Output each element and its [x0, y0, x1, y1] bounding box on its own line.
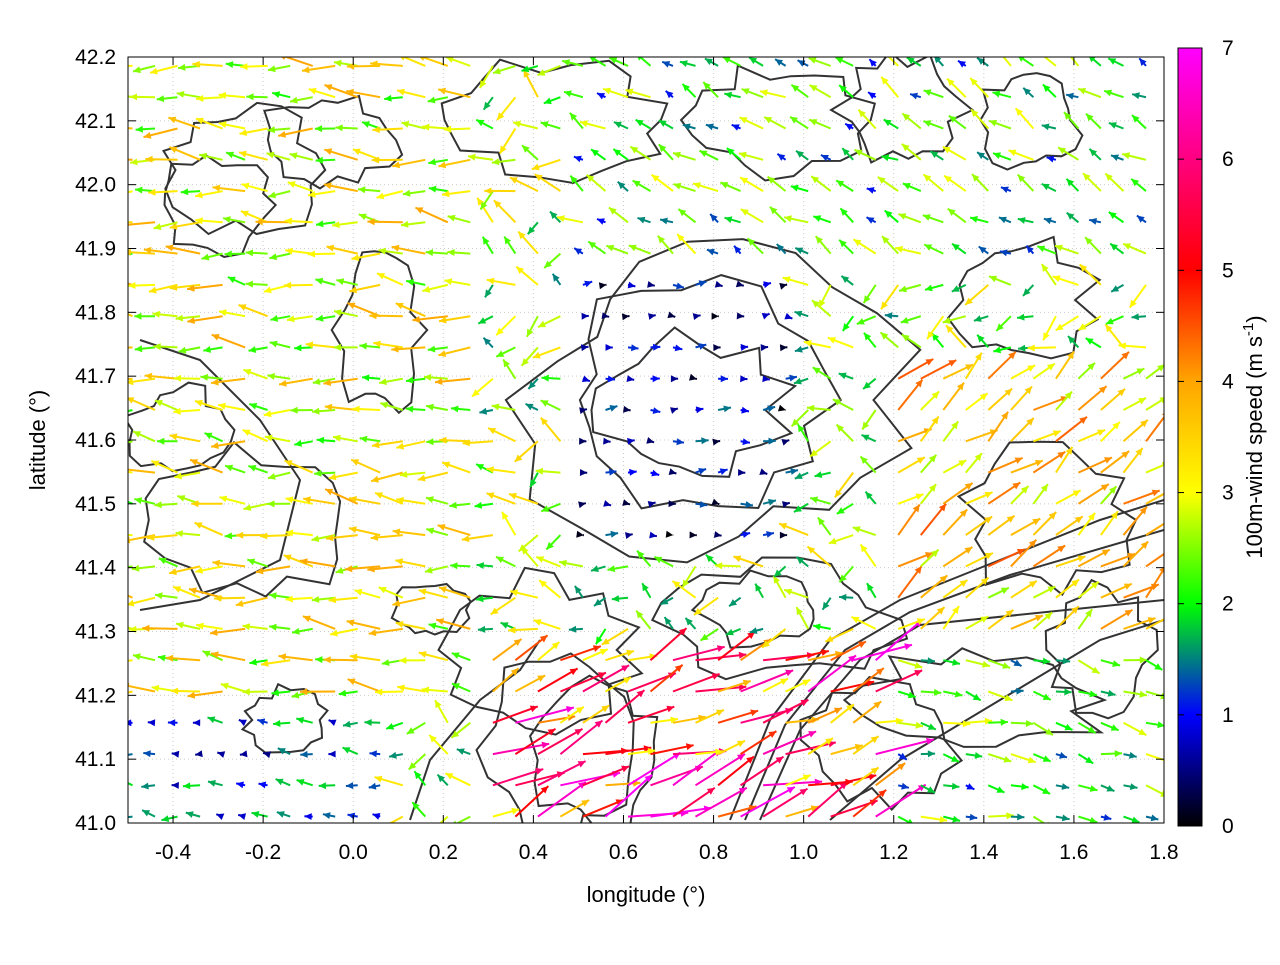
- colorbar: [1178, 48, 1202, 826]
- colorbar-tick-label: 2: [1222, 593, 1234, 616]
- colorbar-label-text: 100m-wind speed (m s: [1242, 336, 1267, 559]
- y-tick-label: 41.9: [75, 238, 116, 261]
- x-tick-label: -0.2: [245, 841, 281, 864]
- y-tick-label: 41.4: [75, 557, 116, 580]
- colorbar-tick-label: 6: [1222, 148, 1234, 171]
- y-tick-label: 41.1: [75, 748, 116, 771]
- x-tick-label: 1.4: [969, 841, 999, 864]
- y-tick-label: 41.3: [75, 621, 116, 644]
- wind-vector: [97, 155, 132, 162]
- x-tick-label: 0.2: [429, 841, 458, 864]
- colorbar-tick-label: 3: [1222, 482, 1234, 505]
- x-tick-label: 0.8: [699, 841, 728, 864]
- y-tick-label: 41.0: [75, 812, 116, 835]
- x-tick-label: 0.0: [339, 841, 368, 864]
- x-tick-label: 1.6: [1059, 841, 1088, 864]
- colorbar-tick-label: 5: [1222, 259, 1234, 282]
- x-tick-label: 1.8: [1149, 841, 1178, 864]
- y-tick-label: 42.2: [75, 46, 116, 69]
- colorbar-label-exponent: -1: [1240, 323, 1257, 336]
- y-tick-label: 41.5: [75, 493, 116, 516]
- x-tick-label: 1.0: [789, 841, 818, 864]
- y-tick-label: 41.8: [75, 301, 116, 324]
- colorbar-tick-label: 4: [1222, 370, 1234, 393]
- x-axis-label: longitude (°): [587, 882, 706, 907]
- y-axis-label: latitude (°): [25, 390, 50, 491]
- colorbar-tick-label: 1: [1222, 704, 1234, 727]
- colorbar-tick-label: 0: [1222, 815, 1234, 838]
- x-tick-label: 1.2: [879, 841, 908, 864]
- y-tick-label: 41.7: [75, 365, 116, 388]
- colorbar-tick-label: 7: [1222, 37, 1234, 60]
- y-tick-label: 41.6: [75, 429, 116, 452]
- wind-vector: [99, 274, 133, 285]
- x-tick-label: 0.4: [519, 841, 549, 864]
- y-tick-label: 42.0: [75, 174, 116, 197]
- colorbar-label: 100m-wind speed (m s-1): [1240, 315, 1267, 558]
- x-tick-label: -0.4: [155, 841, 192, 864]
- y-tick-label: 41.2: [75, 684, 116, 707]
- colorbar-label-close: ): [1242, 315, 1267, 322]
- y-tick-label: 42.1: [75, 110, 116, 133]
- x-tick-label: 0.6: [609, 841, 638, 864]
